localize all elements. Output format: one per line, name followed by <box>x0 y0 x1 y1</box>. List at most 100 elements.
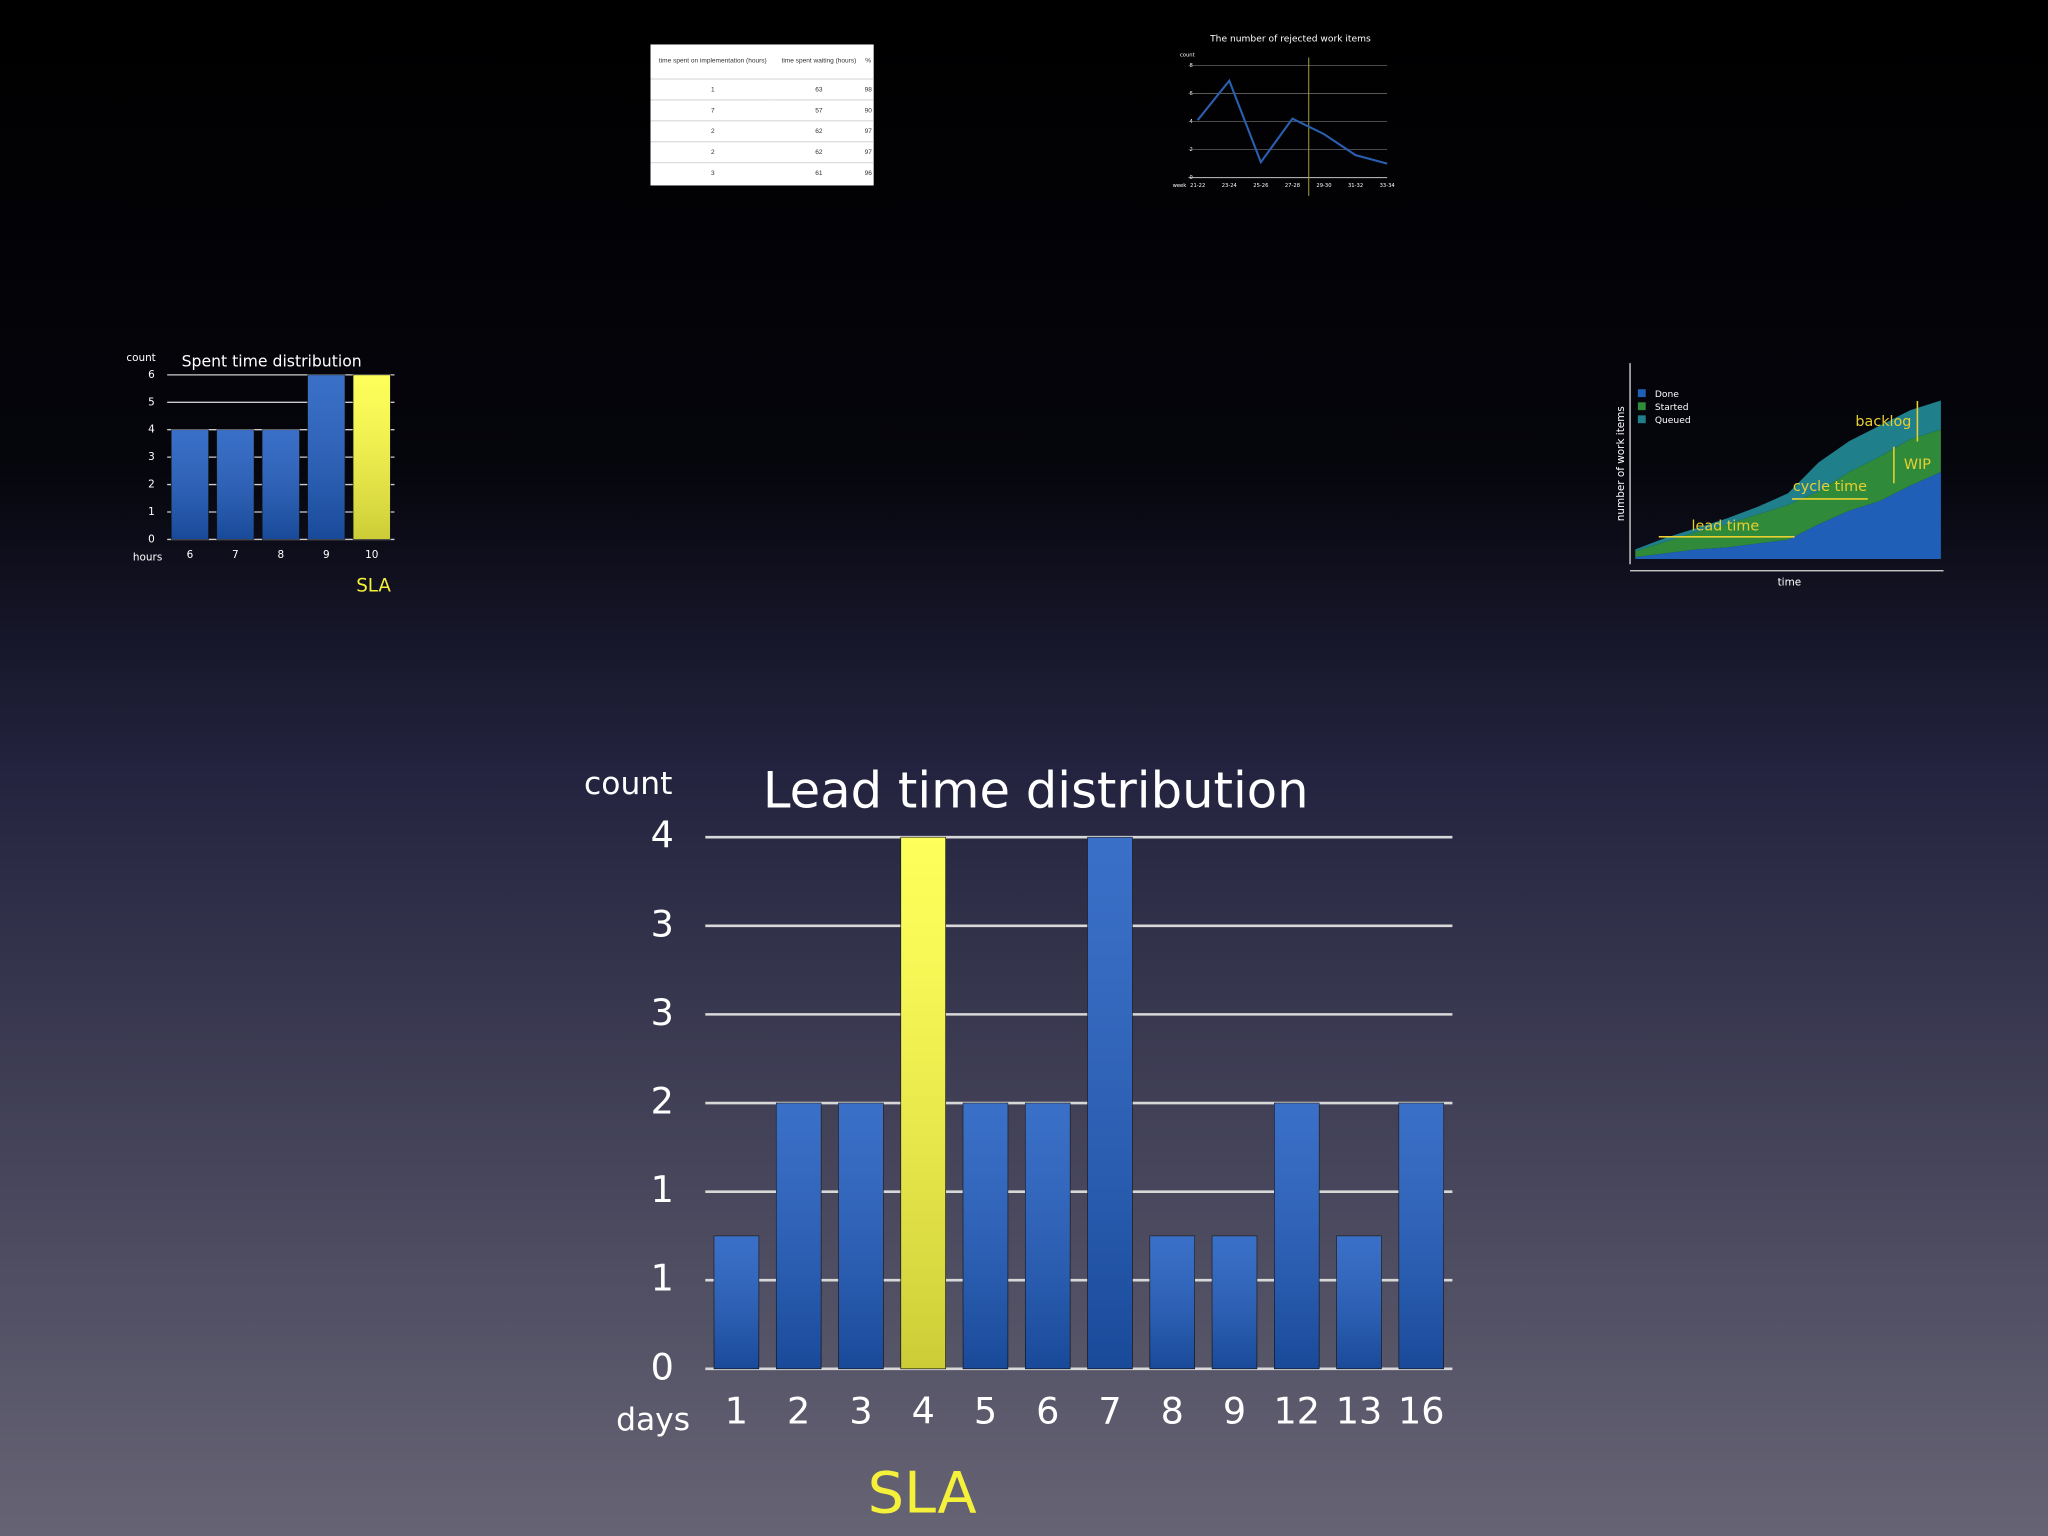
x-axis-label: week <box>1173 183 1187 189</box>
annotation: lead time <box>1692 518 1760 534</box>
area <box>1635 400 1941 552</box>
y-tick-label: 2 <box>1190 147 1193 153</box>
x-axis-label: time <box>1778 577 1802 589</box>
x-tick-label: 7 <box>232 549 239 561</box>
chart-title: Spent time distribution <box>182 351 362 370</box>
bar-shade <box>963 1103 1008 1369</box>
legend-swatch <box>1637 415 1646 424</box>
x-axis-label: days <box>616 1402 690 1438</box>
y-axis-label: number of work items <box>1615 406 1627 521</box>
bar-shade <box>1274 1103 1320 1369</box>
table-cell: time spent waiting (hours) <box>781 57 857 66</box>
bar-shade <box>900 837 946 1369</box>
area <box>1635 429 1941 558</box>
x-tick-label: 10 <box>365 549 378 561</box>
table-row: 2 62 97 <box>650 120 874 142</box>
table-cell: 3 <box>650 161 776 183</box>
table-cell: % <box>865 57 872 66</box>
x-tick-label: 1 <box>725 1390 748 1433</box>
bar-shade <box>353 374 391 540</box>
x-tick-label: 6 <box>1036 1390 1059 1433</box>
x-tick-label: 6 <box>187 549 194 561</box>
table-cell: 96 <box>862 161 874 183</box>
legend-label: Done <box>1655 390 1679 400</box>
x-tick-label: 9 <box>1223 1390 1246 1433</box>
bar-shade <box>216 429 254 540</box>
bar-shade <box>776 1103 822 1369</box>
table-cell: 63 <box>775 78 863 100</box>
table-thumbnail: time spent on implementation (hours) time… <box>650 44 874 186</box>
x-tick-label: 27-28 <box>1285 183 1300 189</box>
table-row: 1 63 98 <box>650 78 874 100</box>
x-tick-label: 23-24 <box>1222 183 1238 189</box>
x-tick-label: 8 <box>1161 1390 1184 1433</box>
table-cell: 62 <box>775 120 863 142</box>
bar-shade <box>307 374 345 540</box>
x-tick-label: 7 <box>1098 1390 1121 1433</box>
bar-shade <box>838 1103 884 1369</box>
x-tick-label: 13 <box>1336 1390 1383 1433</box>
table-row: 3 61 96 <box>650 161 874 183</box>
table-cell: 2 <box>650 120 776 142</box>
x-axis-label: hours <box>133 552 162 564</box>
table-cell: 2 <box>650 141 776 163</box>
table-row: 7 57 90 <box>650 99 874 121</box>
y-tick-label: 3 <box>651 991 674 1034</box>
legend-label: Queued <box>1655 416 1691 426</box>
table-cell: 57 <box>775 99 863 121</box>
table-row: 2 62 97 <box>650 141 874 163</box>
bar-shade <box>262 429 300 540</box>
y-axis-label: count <box>584 766 672 802</box>
x-tick-label: 21-22 <box>1190 183 1205 189</box>
y-tick-label: 6 <box>148 369 155 381</box>
x-tick-label: 31-32 <box>1348 183 1363 189</box>
x-tick-label: 25-26 <box>1253 183 1268 189</box>
table-grid: time spent on implementation (hours) time… <box>650 44 874 183</box>
bar-shade <box>1212 1235 1257 1369</box>
y-tick-label: 2 <box>148 479 155 491</box>
y-tick-label: 0 <box>148 533 155 545</box>
annotation: WIP <box>1904 457 1931 473</box>
bar-shade <box>1025 1103 1071 1369</box>
annotation: SLA <box>356 575 391 596</box>
annotation: backlog <box>1855 414 1911 430</box>
y-tick-label: 3 <box>148 451 155 463</box>
table: time spent on implementation (hours) time… <box>650 44 874 186</box>
x-tick-label: 2 <box>787 1390 810 1433</box>
chart-title: The number of rejected work items <box>1209 35 1371 45</box>
x-tick-label: 9 <box>323 549 330 561</box>
y-axis-label: count <box>1180 52 1195 58</box>
x-tick-label: 12 <box>1273 1390 1320 1433</box>
x-tick-label: 8 <box>277 549 284 561</box>
y-tick-label: 8 <box>1190 63 1193 69</box>
legend-swatch <box>1637 402 1646 411</box>
bar-shade <box>714 1235 759 1369</box>
table-cell: 1 <box>650 78 776 100</box>
table-row: time spent on implementation (hours) time… <box>650 44 873 79</box>
table-cell: 61 <box>775 161 863 183</box>
y-axis-label: count <box>126 352 155 364</box>
table-cell: time spent on implementation (hours) <box>658 57 767 66</box>
y-tick-label: 5 <box>148 396 155 408</box>
legend-swatch <box>1637 389 1646 398</box>
table-cell: 7 <box>650 99 776 121</box>
table-cell: 97 <box>862 120 874 142</box>
bar-shade <box>1336 1235 1382 1369</box>
bar-shade <box>171 429 209 540</box>
legend-label: Started <box>1655 403 1689 413</box>
bar-shade <box>1149 1235 1195 1369</box>
data-line <box>1196 78 1388 165</box>
table-cell: 62 <box>775 141 863 163</box>
annotation: cycle time <box>1793 479 1867 495</box>
y-tick-label: 4 <box>148 424 155 436</box>
table-cell: 98 <box>862 78 874 100</box>
y-tick-label: 2 <box>651 1080 674 1123</box>
y-tick-label: 3 <box>651 902 674 945</box>
x-tick-label: 5 <box>974 1390 997 1433</box>
y-tick-label: 1 <box>148 506 155 518</box>
y-tick-label: 4 <box>1190 119 1194 125</box>
table-cell: 90 <box>862 99 874 121</box>
y-tick-label: 4 <box>651 814 674 857</box>
